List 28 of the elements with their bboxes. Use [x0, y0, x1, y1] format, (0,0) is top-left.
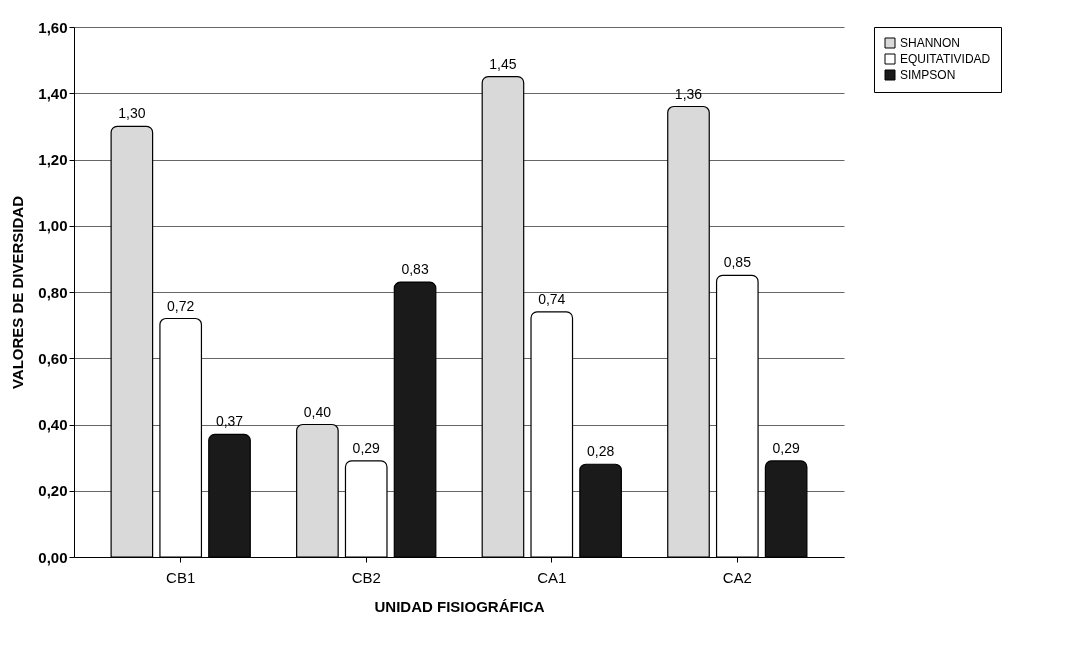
x-axis-title: UNIDAD FISIOGRÁFICA	[374, 597, 545, 615]
data-label: 0,74	[538, 290, 566, 307]
data-label: 0,29	[352, 439, 381, 456]
y-tick-label: 1,60	[38, 18, 68, 36]
data-label: 0,28	[586, 443, 615, 460]
data-label: 1,45	[489, 55, 517, 72]
y-tick-label: 0,60	[38, 349, 68, 367]
data-label: 0,83	[401, 261, 429, 278]
data-label: 0,72	[167, 297, 195, 314]
y-tick-label: 1,20	[38, 151, 68, 168]
y-tick-label: 0,40	[38, 416, 68, 433]
x-tick-label: CA2	[722, 568, 752, 586]
data-label: 0,29	[772, 439, 800, 456]
data-label: 0,85	[723, 254, 752, 271]
legend-label: SIMPSON	[900, 68, 956, 82]
y-tick-label: 0,20	[38, 482, 68, 500]
x-tick-label: CB1	[166, 568, 196, 586]
y-tick-label: 0,80	[38, 283, 68, 301]
y-axis-title: VALORES DE DIVERSIDAD	[9, 195, 27, 390]
x-tick-label: CB2	[351, 568, 381, 586]
y-tick-label: 0,00	[38, 548, 68, 566]
data-label: 1,30	[118, 105, 146, 122]
y-tick-label: 1,00	[38, 217, 68, 235]
y-tick-label: 1,40	[38, 84, 68, 102]
x-tick-label: CA1	[537, 568, 567, 586]
legend-label: SHANNON	[900, 36, 961, 50]
legend-label: EQUITATIVIDAD	[900, 52, 991, 66]
data-label: 0,40	[303, 403, 332, 420]
